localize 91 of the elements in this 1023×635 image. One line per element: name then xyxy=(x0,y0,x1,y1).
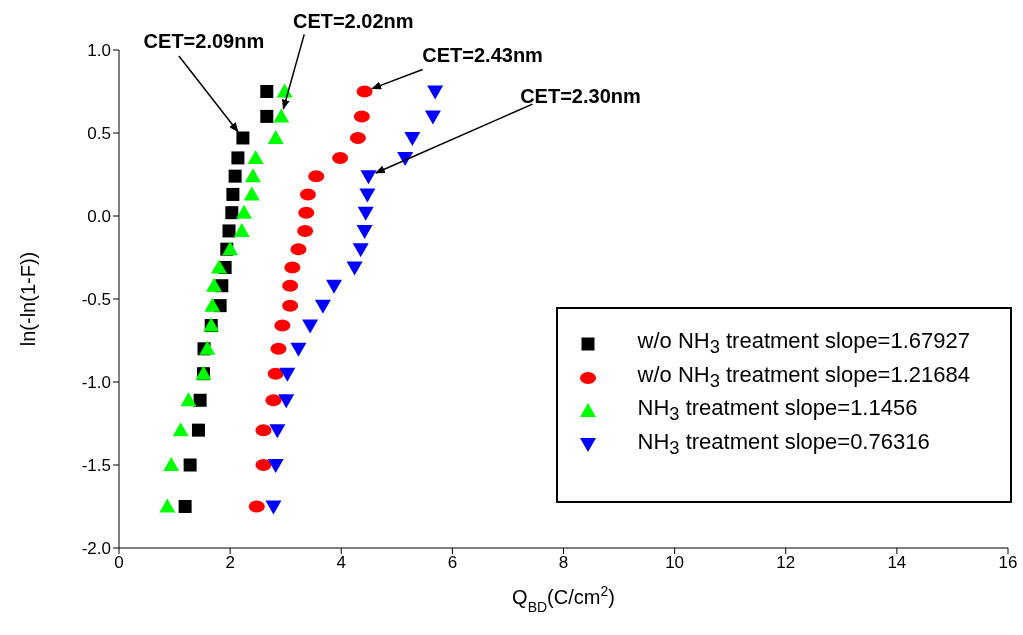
x-tick-label: 0 xyxy=(114,553,124,573)
point xyxy=(274,319,291,332)
point xyxy=(255,424,272,437)
point xyxy=(222,224,236,238)
legend-label: NH$_{3}$ treatment slope=0.76316 xyxy=(637,427,930,460)
y-tick-label: -2.0 xyxy=(81,539,111,559)
point xyxy=(265,500,282,515)
point xyxy=(278,394,295,409)
point xyxy=(267,367,284,380)
x-tick-label: 10 xyxy=(665,553,685,573)
point xyxy=(236,204,253,219)
point xyxy=(360,170,377,185)
y-tick-label: -0.5 xyxy=(81,290,111,310)
point xyxy=(255,459,272,471)
point xyxy=(332,151,349,164)
point xyxy=(282,299,299,312)
x-axis-title: Q$_{BD}$(C/cm$^{2}$) xyxy=(512,583,615,615)
point xyxy=(284,261,301,274)
y-tick-label: -1.0 xyxy=(81,373,111,393)
point xyxy=(273,108,290,123)
point xyxy=(346,261,363,276)
point xyxy=(193,393,207,407)
point xyxy=(206,277,223,292)
point xyxy=(180,392,197,407)
point xyxy=(349,131,366,144)
point xyxy=(260,109,274,123)
point xyxy=(282,279,299,292)
x-tick-label: 16 xyxy=(998,553,1018,573)
x-tick-label: 6 xyxy=(447,553,458,573)
point xyxy=(225,206,239,220)
point xyxy=(183,458,197,472)
point xyxy=(233,222,250,237)
point xyxy=(199,340,216,355)
point xyxy=(424,110,441,125)
point xyxy=(269,424,286,439)
point xyxy=(314,299,331,314)
point xyxy=(228,169,242,183)
point xyxy=(159,498,176,513)
annotation: CET=2.30nm xyxy=(520,85,641,108)
point xyxy=(211,259,228,274)
point xyxy=(297,224,314,237)
point xyxy=(231,151,245,165)
point xyxy=(222,241,239,256)
annotation: CET=2.02nm xyxy=(292,10,414,33)
annotation: CET=2.43nm xyxy=(422,43,543,66)
point xyxy=(247,149,264,164)
point xyxy=(191,423,205,437)
point xyxy=(172,422,189,437)
point xyxy=(299,188,316,201)
y-tick-label: 0.5 xyxy=(87,124,111,144)
legend-label: NH$_{3}$ treatment slope=1.1456 xyxy=(637,394,918,427)
y-tick-label: 0.0 xyxy=(87,207,111,227)
point xyxy=(236,131,250,145)
point xyxy=(267,129,284,144)
annotation: CET=2.09nm xyxy=(143,29,265,52)
point xyxy=(178,500,192,513)
point xyxy=(267,459,284,473)
point xyxy=(243,186,260,201)
point xyxy=(357,206,374,221)
point xyxy=(404,131,421,146)
point xyxy=(244,168,261,183)
x-tick-label: 12 xyxy=(776,553,796,573)
point xyxy=(298,206,315,219)
point xyxy=(353,110,370,123)
point xyxy=(226,187,240,201)
point xyxy=(265,394,282,407)
point xyxy=(163,457,180,471)
point xyxy=(308,170,325,183)
x-tick-label: 14 xyxy=(887,553,907,573)
x-tick-label: 2 xyxy=(225,553,235,573)
point xyxy=(279,367,296,382)
point xyxy=(352,243,369,258)
point xyxy=(302,319,319,334)
y-tick-label: -1.5 xyxy=(81,456,111,476)
point xyxy=(427,85,444,100)
point xyxy=(290,342,307,357)
point xyxy=(356,85,373,98)
y-axis-title: ln(-ln(1-F)) xyxy=(17,251,39,347)
y-tick-label: 1.0 xyxy=(87,41,111,61)
point xyxy=(248,500,265,513)
x-tick-label: 8 xyxy=(558,553,569,573)
legend-label: w/o NH$_{3}$ treatment slope=1.21684 xyxy=(637,360,970,394)
x-tick-label: 4 xyxy=(336,553,346,573)
legend-label: w/o NH$_{3}$ treatment slope=1.67927 xyxy=(637,327,970,360)
point xyxy=(290,243,307,256)
point xyxy=(260,85,274,98)
point xyxy=(356,224,373,239)
point xyxy=(326,279,343,294)
point xyxy=(270,342,287,355)
point xyxy=(359,188,376,203)
point xyxy=(204,297,221,312)
